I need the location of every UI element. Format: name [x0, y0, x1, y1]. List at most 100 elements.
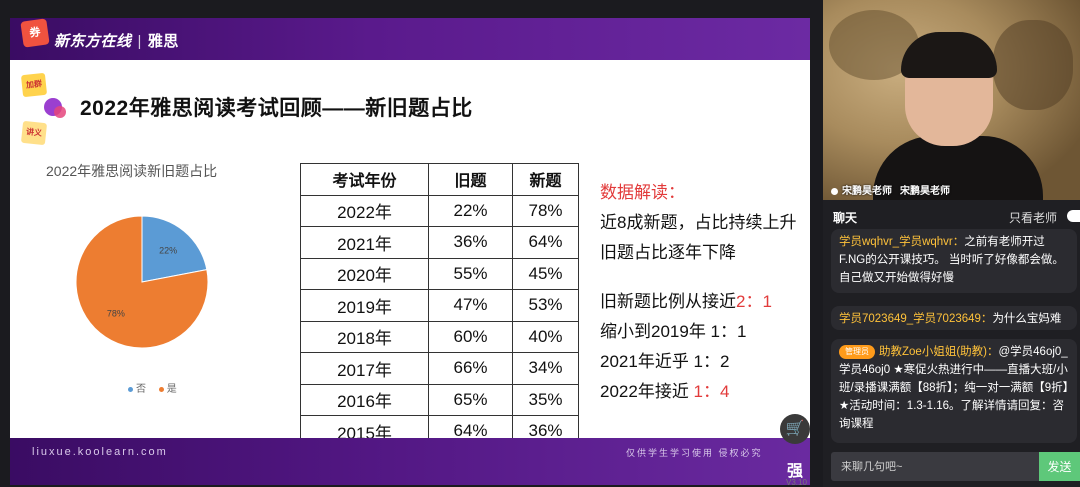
pie-slice-1	[75, 215, 209, 349]
pie-slice-0	[141, 215, 208, 283]
pie-chart-title: 2022年雅思阅读新旧题占比	[46, 163, 218, 179]
cell-old: 47%	[428, 289, 513, 322]
cell-new: 45%	[512, 257, 579, 290]
chat-username[interactable]: 学员7023649_学员7023649：	[839, 313, 993, 325]
table-row: 2018年 60% 40%	[300, 320, 579, 353]
analysis-text: 2022年接近	[600, 382, 694, 401]
legend-label-no: 否	[136, 384, 146, 395]
cell-new: 35%	[512, 383, 579, 416]
strong-button[interactable]: 强	[786, 463, 803, 480]
chat-username[interactable]: 学员wqhvr_学员wqhvr：	[839, 236, 965, 248]
chat-message: 学员7023649_学员7023649：为什么宝妈难	[831, 306, 1077, 330]
analysis-ratio: 2：1	[736, 292, 772, 311]
chat-text: @学员46oj0_学员46oj0 ★寒促火热进行中——直播大班/小班/录播课满额…	[839, 346, 1069, 430]
teacher-name: 宋鹏昊老师	[842, 186, 892, 197]
cell-year: 2020年	[300, 257, 429, 290]
legend-item-no: 否	[128, 384, 146, 395]
title-decoration-icon	[44, 98, 66, 118]
chat-message: 学员wqhvr_学员wqhvr：之前有老师开过F.NG的公开课技巧。 当时听了好…	[831, 229, 1077, 293]
cell-year: 2019年	[300, 289, 429, 322]
header-new: 新题	[512, 163, 579, 196]
legend-label-yes: 是	[166, 384, 177, 395]
cell-old: 60%	[428, 320, 513, 353]
cell-new: 53%	[512, 289, 579, 322]
slide-footer-bar: liuxue.koolearn.com 仅供学生学习使用 侵权必究	[10, 438, 810, 485]
video-caption: 宋鹏昊老师 宋鹏昊老师	[831, 182, 950, 197]
cell-year: 2017年	[300, 352, 429, 385]
brand-name: 新东方在线	[54, 33, 132, 50]
cell-old: 66%	[428, 352, 513, 385]
brand-separator: |	[137, 33, 142, 50]
brand-subtitle: 雅思	[147, 33, 179, 50]
analysis-line: 旧题占比逐年下降	[600, 243, 736, 262]
presentation-slide: 券 新东方在线 | 雅思 加群 讲义 2022年雅思阅读考试回顾——新旧题占比 20…	[10, 18, 810, 485]
table-row: 2020年 55% 45%	[300, 257, 579, 290]
cell-year: 2018年	[300, 320, 429, 353]
shopping-cart-icon[interactable]: 🛒	[780, 414, 810, 444]
analysis-line: 缩小到2019年 1：1	[600, 322, 747, 341]
table-row: 2021年 36% 64%	[300, 226, 579, 259]
chat-text: 为什么宝妈难	[992, 313, 1062, 325]
pie-chart: 22% 78%	[74, 214, 210, 350]
analysis-ratio: 1：4	[693, 382, 730, 401]
analysis-line: 旧新题比例从接近2：1	[600, 287, 810, 317]
cell-old: 22%	[428, 194, 513, 227]
table-row: 2016年 65% 35%	[300, 383, 579, 416]
cell-new: 78%	[512, 194, 579, 227]
coupon-icon[interactable]: 券	[20, 18, 50, 48]
pie-legend: 否 是	[128, 380, 187, 395]
chat-input[interactable]	[831, 452, 1039, 481]
analysis-line: 2022年接近 1：4	[600, 377, 810, 407]
cell-old: 65%	[428, 383, 513, 416]
teacher-video-feed[interactable]: 宋鹏昊老师 宋鹏昊老师	[823, 0, 1080, 200]
analysis-line: 2021年近乎 1：2	[600, 352, 730, 371]
slide-title: 2022年雅思阅读考试回顾——新旧题占比	[80, 97, 473, 120]
join-group-sticker-icon[interactable]: 加群	[20, 72, 48, 98]
analysis-spacer	[600, 268, 810, 287]
legend-item-yes: 是	[158, 384, 177, 395]
speaker-icon	[831, 187, 838, 195]
teacher-body	[873, 136, 1043, 200]
teacher-only-toggle[interactable]	[1067, 210, 1080, 222]
side-sticker-column: 加群 讲义	[20, 72, 48, 170]
cell-old: 36%	[428, 226, 513, 259]
chat-header: 聊天 只看老师	[823, 205, 1080, 227]
right-panel: 宋鹏昊老师 宋鹏昊老师 聊天 只看老师 学员wqhvr_学员wqhvr：之前有老师…	[823, 0, 1080, 487]
legend-swatch-yes	[158, 386, 164, 392]
header-year: 考试年份	[300, 163, 429, 196]
table-header-row: 考试年份 旧题 新题	[300, 163, 579, 196]
header-old: 旧题	[428, 163, 513, 196]
version-label: V3.10	[786, 478, 807, 487]
slide-header-bar: 券 新东方在线 | 雅思	[10, 18, 810, 60]
analysis-text: 旧新题比例从接近	[600, 292, 736, 311]
cell-year: 2021年	[300, 226, 429, 259]
teacher-name-secondary: 宋鹏昊老师	[900, 186, 950, 197]
analysis-heading: 数据解读：	[600, 183, 685, 202]
footer-copyright-note: 仅供学生学习使用 侵权必究	[626, 448, 763, 458]
table-row: 2019年 47% 53%	[300, 289, 579, 322]
handout-sticker-icon[interactable]: 讲义	[20, 120, 48, 146]
world-map-decoration	[993, 20, 1073, 110]
chat-title: 聊天	[833, 211, 858, 225]
table-row: 2022年 22% 78%	[300, 194, 579, 227]
cell-old: 55%	[428, 257, 513, 290]
chat-username[interactable]: 助教Zoe小姐姐(助教)：	[879, 346, 999, 358]
teacher-hair	[901, 32, 997, 78]
footer-url: liuxue.koolearn.com	[32, 446, 168, 458]
brand-logo: 新东方在线 | 雅思	[54, 30, 179, 51]
cell-new: 40%	[512, 320, 579, 353]
legend-swatch-no	[128, 386, 133, 392]
send-button[interactable]: 发送	[1039, 452, 1080, 481]
admin-badge: 管理员	[839, 344, 875, 359]
pie-data-label-1: 78%	[107, 309, 125, 319]
teacher-only-label: 只看老师	[1009, 211, 1058, 225]
cell-year: 2022年	[300, 194, 429, 227]
pie-data-label-0: 22%	[159, 245, 177, 255]
chat-text: 之前有老师开过F.NG的公开课技巧。 当时听了好像都会做。自己做又开始做得好慢	[839, 236, 1064, 284]
chat-message: 管理员 助教Zoe小姐姐(助教)：@学员46oj0_学员46oj0 ★寒促火热进行…	[831, 339, 1077, 443]
table-row: 2017年 66% 34%	[300, 352, 579, 385]
analysis-line: 近8成新题，占比持续上升	[600, 213, 797, 232]
data-analysis-text: 数据解读： 近8成新题，占比持续上升 旧题占比逐年下降 旧新题比例从接近2：1 …	[600, 178, 810, 407]
pie-chart-svg: 22% 78%	[75, 215, 209, 349]
